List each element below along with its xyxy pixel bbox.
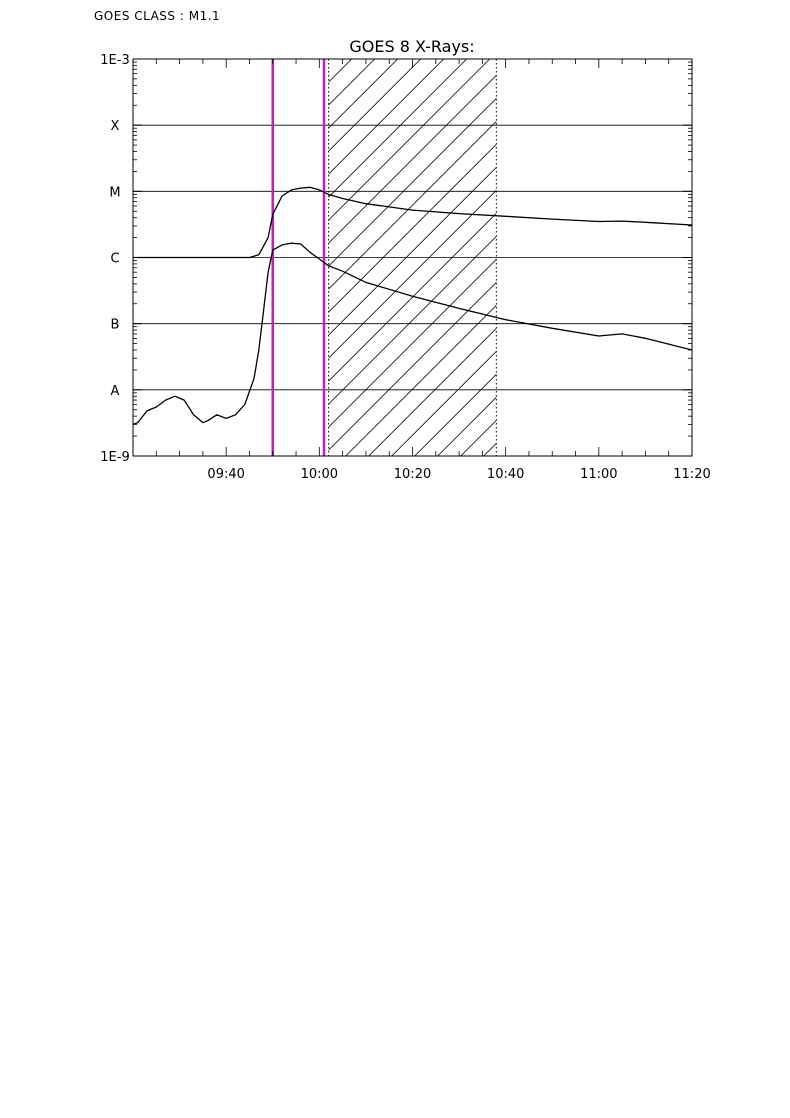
- shaded-region: [328, 59, 790, 456]
- y-tick-label: M: [109, 185, 120, 200]
- hatch-line: [328, 59, 490, 221]
- hatch-line: [328, 235, 497, 405]
- chart-title: GOES 8 X-Rays:: [349, 37, 474, 56]
- series-line-1: [133, 186, 692, 259]
- hatch-line: [328, 59, 398, 129]
- hatch-line: [328, 212, 497, 382]
- y-tick-label: 1E-9: [100, 450, 129, 465]
- hatch-line: [328, 59, 467, 198]
- hatch-lines: [328, 59, 790, 456]
- hatch-line: [414, 373, 497, 456]
- goes-class-label: GOES CLASS : M1.1: [94, 9, 221, 23]
- hatch-line: [368, 327, 497, 456]
- hatch-line: [328, 258, 497, 428]
- hatch-line: [328, 97, 497, 267]
- y-tick-label: A: [111, 384, 120, 399]
- hatch-line: [328, 59, 444, 175]
- hatch-line: [783, 59, 790, 456]
- y-tick-label: 1E-3: [100, 53, 129, 68]
- hatch-line: [328, 59, 421, 152]
- hatch-line: [328, 189, 497, 359]
- hatch-line: [345, 304, 497, 456]
- hatch-line: [691, 59, 790, 456]
- series-line-2: [133, 242, 692, 426]
- hatch-line: [328, 74, 497, 244]
- hatch-line: [391, 350, 497, 456]
- hatch-line: [737, 59, 790, 456]
- grid-lines: [133, 124, 692, 391]
- x-tick-label: 10:00: [301, 467, 338, 482]
- y-tick-label: B: [111, 318, 120, 333]
- hatch-line: [760, 59, 790, 456]
- axis-labels: 1E-9 A B C M X 1E-3 09:40 10:00 10:20 10:40 11:00 11…: [100, 53, 710, 482]
- hatch-line: [328, 143, 497, 313]
- x-tick-label: 11:20: [673, 467, 710, 482]
- x-tick-label: 10:40: [487, 467, 524, 482]
- vertical-markers: [271, 59, 497, 456]
- x-tick-label: 11:00: [580, 467, 617, 482]
- hatch-line: [328, 120, 497, 290]
- hatch-line: [714, 59, 790, 456]
- x-tick-label: 09:40: [207, 467, 244, 482]
- data-series: [133, 186, 692, 426]
- y-tick-label: X: [111, 119, 120, 134]
- y-tick-label: C: [110, 252, 119, 267]
- x-tick-label: 10:20: [394, 467, 431, 482]
- axis-ticks: [132, 58, 693, 457]
- hatch-line: [328, 166, 497, 336]
- hatch-line: [328, 281, 497, 451]
